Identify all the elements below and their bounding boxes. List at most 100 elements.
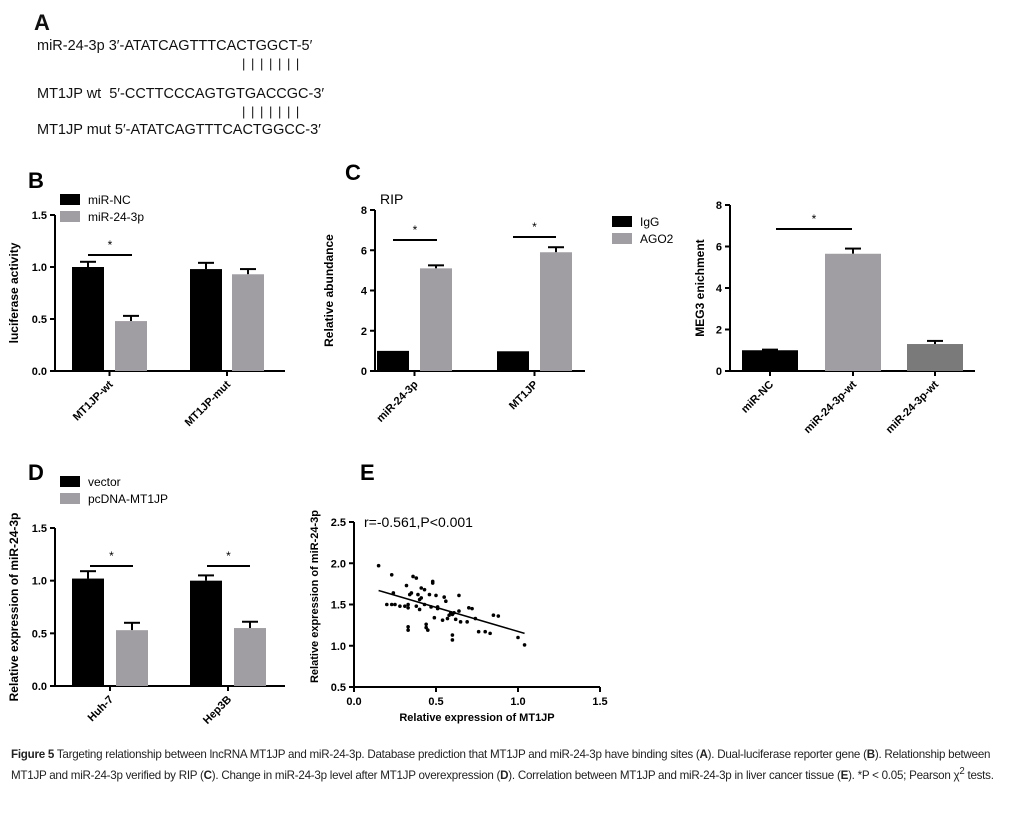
panel-label-a: A [34, 10, 50, 35]
y-tick-label: 6 [716, 242, 722, 254]
data-point [416, 592, 420, 597]
data-point [424, 622, 428, 627]
y-axis-label: Relative expression of miR-24-3p [309, 510, 321, 683]
x-tick-label: miR-24-3p [375, 378, 421, 424]
bar [232, 274, 264, 371]
significance-star: * [108, 238, 113, 252]
y-tick-label: 0.5 [331, 682, 346, 694]
bar [115, 321, 147, 371]
y-tick-label: 2.0 [331, 558, 346, 570]
mir-sequence: miR-24-3p 3′-ATATCAGTTTCACTGGCT-5′ [37, 38, 313, 54]
data-point [434, 593, 438, 598]
data-point [417, 607, 422, 612]
data-point [389, 602, 394, 607]
figure-label: Figure 5 [11, 748, 55, 761]
y-tick-label: 8 [361, 205, 367, 217]
x-tick-label: Huh-7 [86, 694, 117, 725]
legend-swatch [612, 216, 632, 227]
x-tick-label: miR-24-3p-wt [802, 378, 860, 436]
base-pairing-2: | | | | | | | [242, 104, 301, 119]
caption-ref: C [203, 768, 212, 782]
legend-label: AGO2 [640, 232, 674, 246]
data-point [429, 605, 433, 609]
caption-ref: B [866, 748, 875, 761]
data-point [414, 604, 419, 608]
y-tick-label: 1.0 [32, 262, 47, 274]
bar [497, 351, 529, 371]
data-point [406, 606, 410, 610]
data-point [391, 591, 396, 595]
legend-swatch [60, 194, 80, 205]
x-tick-label: miR-NC [739, 379, 776, 416]
data-point [389, 573, 394, 577]
x-tick-label: 1.5 [592, 696, 607, 708]
figure-caption: Figure 5 Targeting relationship between … [11, 746, 1011, 784]
caption-text: ). Dual-luciferase reporter gene ( [707, 748, 867, 761]
data-point [404, 583, 409, 588]
y-axis-label: luciferase activity [7, 242, 21, 343]
data-point [414, 576, 419, 580]
caption-ref: A [699, 748, 708, 761]
data-point [452, 610, 456, 615]
y-tick-label: 4 [716, 283, 723, 295]
x-tick-label: MT1JP-wt [71, 378, 116, 423]
x-tick-label: 0.0 [346, 696, 361, 708]
data-point [458, 620, 463, 624]
data-point [445, 616, 450, 621]
x-tick-label: 0.5 [428, 696, 443, 708]
chart-title: RIP [380, 191, 403, 207]
data-point [406, 602, 410, 607]
bar [234, 628, 266, 686]
x-tick-label: Hep3B [201, 694, 234, 727]
data-point [453, 617, 458, 622]
y-axis-label: MEG3 enichment [693, 239, 707, 336]
mut-sequence: MT1JP mut 5′-ATATCAGTTTCACTGGCC-3′ [37, 122, 321, 138]
data-point [465, 620, 469, 624]
data-point [473, 616, 478, 621]
y-tick-label: 2 [716, 325, 722, 337]
bar [420, 268, 452, 371]
data-point [442, 595, 447, 599]
data-point [406, 624, 410, 629]
data-point [483, 629, 488, 634]
y-tick-label: 0.0 [32, 681, 47, 693]
panel-label: D [28, 460, 44, 485]
bar [825, 253, 881, 371]
data-point [470, 606, 474, 611]
panel-label: B [28, 168, 44, 193]
base-pairing-1: | | | | | | | [242, 56, 301, 71]
y-tick-label: 0.5 [32, 628, 47, 640]
caption-text: tests. [964, 768, 994, 782]
data-point [398, 604, 402, 608]
wt-sequence: MT1JP wt 5′-CCTTCCCAGTGTGACCGC-3′ [37, 86, 325, 102]
bar [377, 350, 409, 371]
bar [742, 350, 798, 371]
legend-swatch [60, 493, 80, 504]
significance-star: * [226, 549, 231, 563]
x-tick-label: miR-24-3p-wt [884, 378, 942, 436]
correlation-annotation: r=-0.561,P<0.001 [364, 514, 473, 530]
y-axis-label: Relative abundance [322, 234, 336, 347]
data-point [496, 614, 501, 618]
data-point [385, 602, 389, 607]
data-point [457, 593, 461, 598]
data-point [467, 606, 471, 610]
legend-label: vector [88, 475, 121, 489]
data-point [516, 635, 520, 640]
data-point [427, 592, 432, 597]
legend-label: IgG [640, 215, 659, 229]
legend-swatch [60, 476, 80, 487]
legend-label: pcDNA-MT1JP [88, 492, 168, 506]
data-point [403, 604, 407, 608]
data-point [450, 638, 455, 642]
data-point [440, 618, 445, 622]
y-tick-label: 2 [361, 326, 367, 338]
caption-text: ). *P < 0.05; Pearson χ [848, 768, 960, 782]
data-point [444, 599, 448, 603]
caption-ref: D [500, 768, 509, 782]
panel-label: E [360, 460, 375, 485]
y-tick-label: 0 [361, 366, 367, 378]
x-tick-label: MT1JP-mut [183, 378, 234, 429]
bar [190, 269, 222, 371]
